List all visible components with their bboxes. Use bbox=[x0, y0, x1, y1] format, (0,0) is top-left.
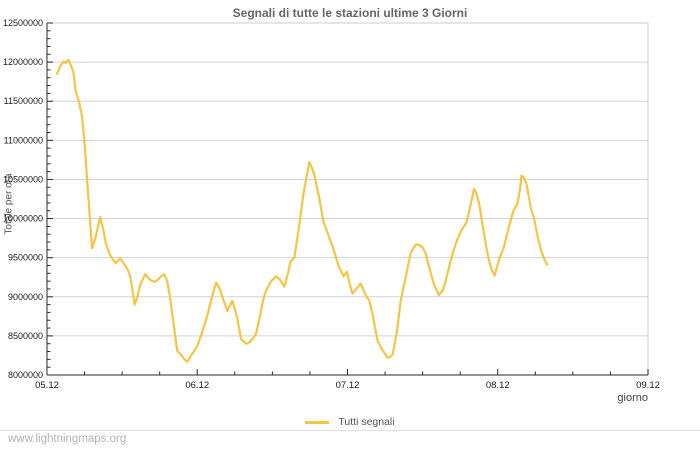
x-tick-label: 06.12 bbox=[185, 380, 209, 391]
y-tick-label: 12500000 bbox=[3, 18, 43, 28]
y-tick-label: 9000000 bbox=[8, 292, 43, 302]
y-tick-label: 10500000 bbox=[3, 174, 43, 184]
y-tick-label: 10000000 bbox=[3, 214, 43, 224]
y-tick-label: 11000000 bbox=[4, 135, 43, 145]
x-tick-label: 07.12 bbox=[336, 380, 360, 391]
legend: Tutti segnali bbox=[0, 414, 700, 430]
y-tick-label: 8000000 bbox=[8, 370, 43, 380]
x-tick-label: 05.12 bbox=[35, 380, 59, 391]
footer-separator bbox=[0, 430, 700, 431]
x-axis-label: giorno bbox=[617, 392, 648, 404]
y-tick-label: 11500000 bbox=[4, 96, 43, 106]
y-tick-label: 9500000 bbox=[8, 253, 43, 263]
legend-label: Tutti segnali bbox=[338, 416, 395, 428]
watermark-text: www.lightningmaps.org bbox=[8, 433, 127, 445]
legend-line-swatch bbox=[305, 420, 330, 424]
x-tick-label: 08.12 bbox=[486, 380, 510, 391]
y-tick-label: 12000000 bbox=[3, 57, 43, 67]
series-line-tutti-segnali bbox=[55, 58, 549, 363]
y-tick-label: 8500000 bbox=[8, 331, 43, 341]
x-tick-label: 09.12 bbox=[636, 380, 660, 391]
chart-title: Segnali di tutte le stazioni ultime 3 Gi… bbox=[232, 6, 468, 20]
